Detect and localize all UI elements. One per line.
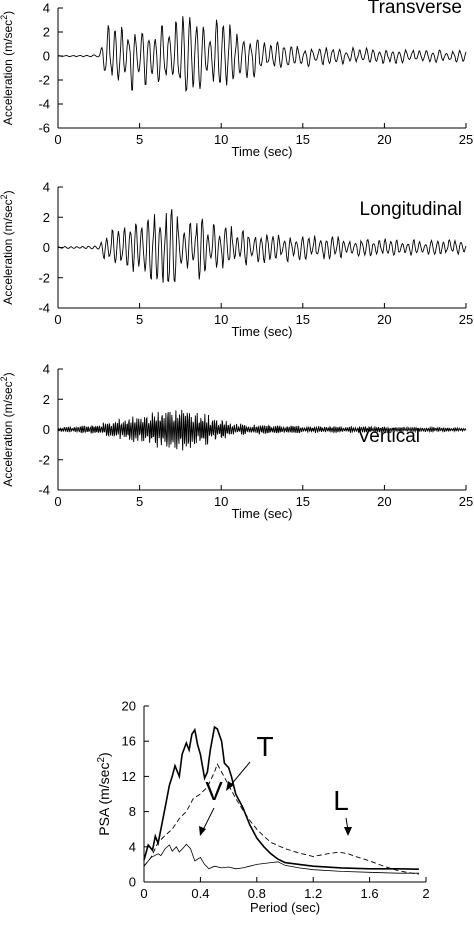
acceleration-trace: [57, 209, 467, 283]
x-axis-label: Time (sec): [232, 324, 293, 339]
x-tick-label: 15: [296, 494, 310, 509]
arrowhead-l: [344, 827, 352, 836]
y-axis-label-superscript: 2: [96, 757, 107, 763]
y-axis-label-text: Acceleration (m/sec: [1, 381, 15, 486]
x-tick-label: 0.4: [191, 886, 209, 901]
y-axis-label: Acceleration (m/sec2): [0, 190, 15, 304]
arrow-t: [229, 761, 251, 787]
y-tick-label: -4: [38, 483, 50, 498]
y-tick-label: 0: [43, 49, 50, 64]
x-tick-label: 10: [214, 312, 228, 327]
y-tick-label: 12: [122, 769, 136, 784]
y-tick-label: -4: [38, 301, 50, 316]
y-tick-label: 0: [129, 875, 136, 890]
y-axis-label: PSA (m/sec2): [96, 752, 112, 835]
x-tick-label: 0: [54, 312, 61, 327]
x-tick-label: 0: [54, 132, 61, 147]
x-tick-label: 25: [459, 132, 473, 147]
y-tick-label: 20: [122, 699, 136, 714]
psa-spectrum-panel: 0 4 8 12 16 20 0 0.4 0.8 1.2 1.6 2 Period (sec) PSA (…: [96, 699, 430, 916]
y-axis-label-text: Acceleration (m/sec: [1, 199, 15, 304]
acceleration-trace: [57, 16, 467, 93]
x-axis-label: Time (sec): [232, 144, 293, 159]
y-tick-label: -4: [38, 97, 50, 112]
y-axis-label-text: Acceleration (m/sec: [1, 20, 15, 125]
spectrum-line-t: [143, 725, 419, 870]
y-tick-label: 4: [43, 1, 50, 16]
series-label-t: T: [256, 731, 273, 762]
arrowhead-v: [199, 826, 206, 836]
x-tick-label: 0: [54, 494, 61, 509]
x-tick-label: 20: [377, 132, 391, 147]
y-tick-label: 2: [43, 210, 50, 225]
x-tick-label: 15: [296, 132, 310, 147]
y-axis-label-close: ): [1, 372, 15, 376]
y-tick-label: -6: [38, 121, 50, 136]
x-tick-label: 5: [136, 312, 143, 327]
spectrum-line-l: [143, 762, 419, 875]
x-axis-label: Time (sec): [232, 506, 293, 521]
x-tick-label: 10: [214, 132, 228, 147]
arrow-v: [202, 807, 215, 831]
series-label-v: V: [205, 776, 223, 806]
x-tick-label: 25: [459, 312, 473, 327]
y-tick-label: 16: [122, 734, 136, 749]
x-tick-label: 20: [377, 494, 391, 509]
x-tick-label: 0: [140, 886, 147, 901]
y-tick-label: 0: [43, 422, 50, 437]
x-tick-label: 20: [377, 312, 391, 327]
y-tick-label: -2: [38, 270, 50, 285]
y-axis-label-superscript: 2: [0, 15, 9, 20]
y-axis-label-superscript: 2: [0, 194, 9, 199]
x-tick-label: 0.8: [248, 886, 266, 901]
y-axis-label-superscript: 2: [0, 376, 9, 381]
spectrum-line-v: [143, 843, 419, 874]
y-axis-label-close: ): [1, 11, 15, 15]
y-tick-label: 0: [43, 240, 50, 255]
arrowhead-t: [226, 781, 234, 791]
y-axis-label-close: ): [1, 190, 15, 194]
x-tick-label: 2: [422, 886, 429, 901]
y-tick-label: 4: [43, 180, 50, 195]
y-axis-label: Acceleration (m/sec2): [0, 11, 15, 125]
x-tick-label: 15: [296, 312, 310, 327]
acceleration-trace: [57, 409, 467, 451]
y-tick-label: -2: [38, 452, 50, 467]
y-tick-label: 2: [43, 25, 50, 40]
x-tick-label: 25: [459, 494, 473, 509]
y-tick-label: 8: [129, 804, 136, 819]
y-tick-label: 4: [129, 839, 136, 854]
y-tick-label: 4: [43, 362, 50, 377]
y-axis-label: Acceleration (m/sec2): [0, 372, 15, 486]
x-tick-label: 1.2: [304, 886, 322, 901]
x-tick-label: 10: [214, 494, 228, 509]
panel-annotation: Transverse: [368, 0, 462, 18]
x-tick-label: 5: [136, 494, 143, 509]
series-label-l: L: [333, 785, 349, 816]
x-tick-label: 5: [136, 132, 143, 147]
y-tick-label: -2: [38, 73, 50, 88]
y-axis-label-text: PSA (m/sec: [96, 763, 112, 836]
y-tick-label: 2: [43, 392, 50, 407]
y-axis-label-close: ): [96, 752, 112, 757]
panel-annotation: Longitudinal: [360, 199, 462, 220]
panel-annotation: Vertical: [358, 426, 420, 447]
x-axis-label: Period (sec): [250, 900, 320, 915]
x-tick-label: 1.6: [361, 886, 379, 901]
